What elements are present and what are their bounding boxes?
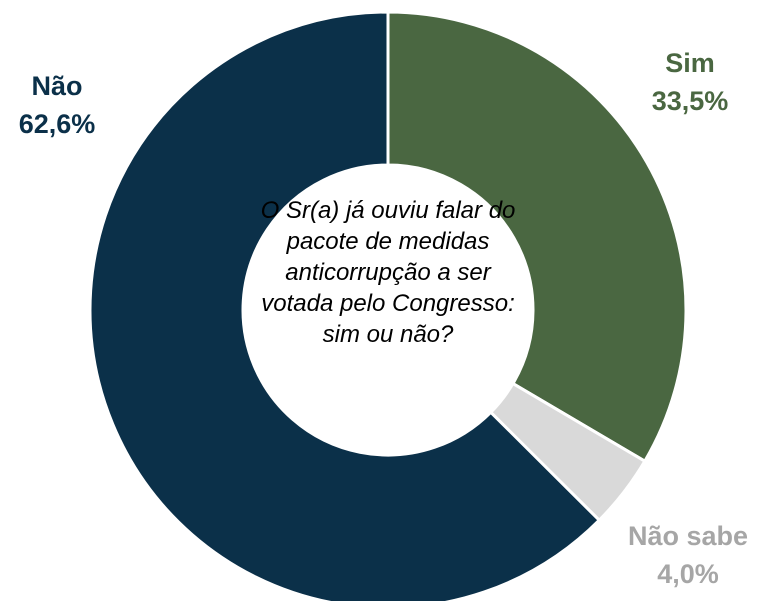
slice-label: Não sabe	[628, 521, 748, 551]
slice-value-label: 4,0%	[657, 559, 719, 589]
slice-label: Não	[31, 71, 82, 101]
center-annotation: O Sr(a) já ouviu falar do pacote de medi…	[260, 197, 516, 348]
slice-value-label: 33,5%	[652, 86, 729, 116]
slice-value-label: 62,6%	[19, 109, 96, 139]
donut-slice	[88, 10, 602, 601]
donut-slice	[386, 10, 688, 464]
slice-label: Sim	[665, 48, 715, 78]
